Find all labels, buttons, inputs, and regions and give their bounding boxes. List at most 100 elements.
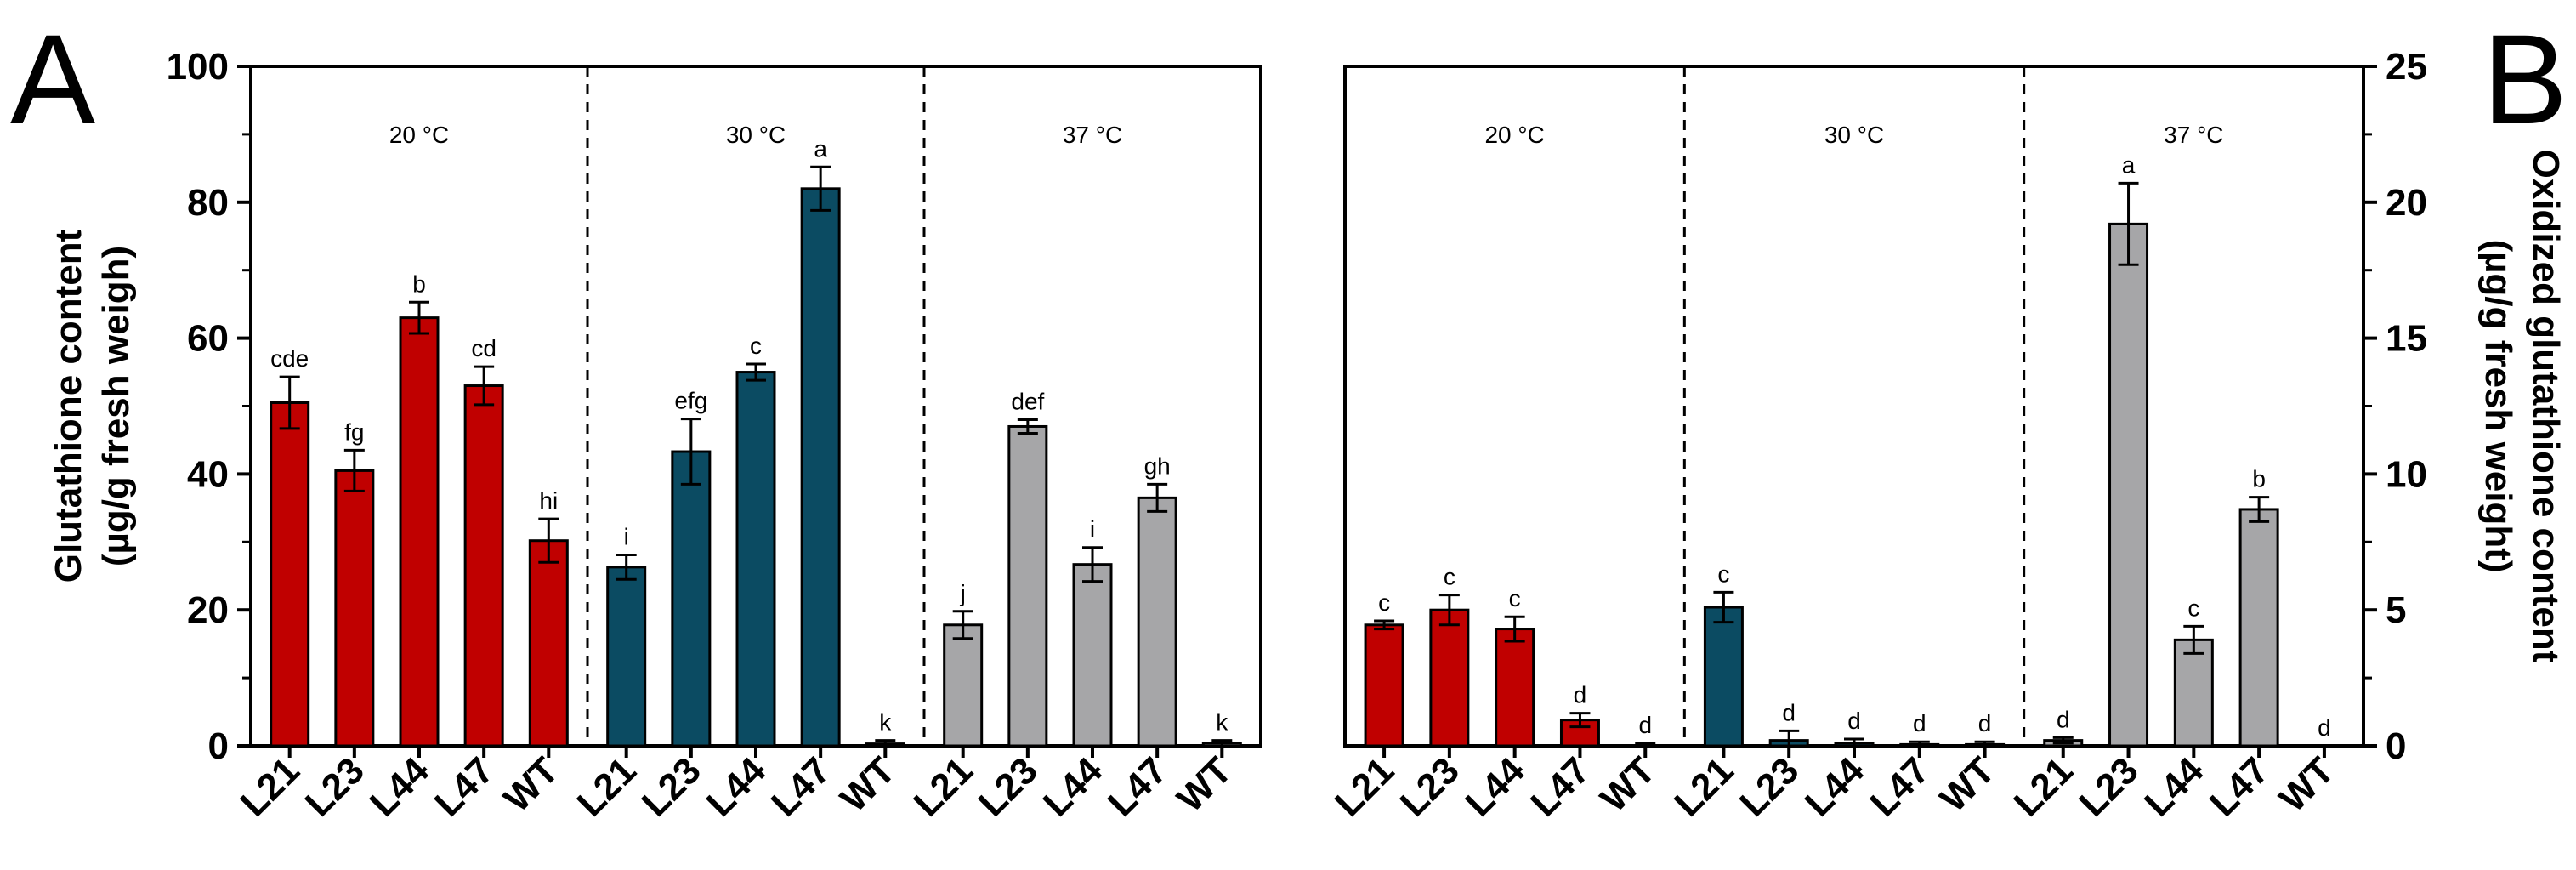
x-tick-label: WT bbox=[496, 749, 566, 820]
y-axis-title: Oxidized glutathione content(µg/g fresh … bbox=[2477, 150, 2567, 663]
bar-l44 bbox=[1495, 628, 1535, 748]
group-label: 20 °C bbox=[1484, 122, 1544, 148]
significance-letter: d bbox=[1638, 712, 1652, 738]
x-tick-label: L44 bbox=[362, 749, 438, 825]
x-tick-label: L23 bbox=[634, 749, 709, 824]
y-tick-label: 20 bbox=[2386, 182, 2427, 224]
panel-label-b: B bbox=[2482, 8, 2567, 151]
x-tick-label: L47 bbox=[1100, 749, 1175, 824]
y-axis-title-line1: Glutathione content bbox=[48, 229, 89, 583]
chart-panel-b: 0 5 10 15 20 25 Oxidized glutathione content(µ… bbox=[1327, 46, 2567, 825]
y-tick-label: 25 bbox=[2386, 46, 2427, 88]
panel-label-a: A bbox=[10, 8, 95, 151]
x-tick-label: L23 bbox=[1393, 749, 1467, 824]
significance-letter: d bbox=[1782, 699, 1796, 725]
y-tick-label: 0 bbox=[2386, 725, 2406, 767]
x-tick-label: L21 bbox=[905, 749, 980, 824]
bar-l47 bbox=[2238, 508, 2279, 748]
significance-letter: c bbox=[1717, 560, 1729, 587]
x-tick-label: L44 bbox=[2136, 749, 2212, 825]
x-tick-label: L23 bbox=[298, 749, 372, 824]
significance-letter: d bbox=[1978, 710, 1992, 736]
y-tick-label: 80 bbox=[187, 182, 229, 224]
group-label: 37 °C bbox=[1063, 122, 1122, 148]
x-tick-label: WT bbox=[2272, 749, 2342, 820]
significance-letter: c bbox=[1444, 564, 1455, 590]
y-tick-label: 20 bbox=[187, 589, 229, 631]
y-tick-label: 5 bbox=[2386, 589, 2406, 631]
bar-l21 bbox=[1703, 606, 1744, 748]
x-tick-label: L47 bbox=[763, 749, 838, 824]
y-tick-label: 60 bbox=[187, 318, 229, 360]
bar-l44 bbox=[735, 371, 776, 748]
significance-letter: d bbox=[1913, 710, 1926, 736]
significance-letter: cde bbox=[270, 345, 309, 372]
x-tick-label: L23 bbox=[1732, 749, 1807, 824]
x-tick-label: L23 bbox=[2071, 749, 2146, 824]
bar-l21 bbox=[1364, 623, 1404, 748]
x-tick-label: L44 bbox=[1457, 749, 1533, 825]
significance-letter: b bbox=[412, 270, 426, 297]
y-tick-label: 40 bbox=[187, 453, 229, 495]
x-tick-label: L47 bbox=[2202, 749, 2277, 824]
significance-letter: j bbox=[960, 580, 966, 606]
bar-l44 bbox=[2173, 638, 2214, 748]
bar-l21 bbox=[943, 623, 984, 748]
significance-letter: cd bbox=[471, 335, 496, 361]
y-tick-label: 0 bbox=[208, 725, 229, 767]
x-tick-label: L23 bbox=[971, 749, 1046, 824]
bar-l44 bbox=[399, 316, 440, 748]
significance-letter: c bbox=[1509, 585, 1521, 611]
chart-panel-a: 0 20 40 60 80 100 Glutathione content (µg/g fre… bbox=[48, 46, 1262, 825]
significance-letter: i bbox=[1090, 516, 1095, 543]
significance-letter: c bbox=[1378, 589, 1390, 616]
significance-letter: a bbox=[814, 135, 827, 162]
x-tick-label: L44 bbox=[1797, 749, 1873, 825]
significance-letter: a bbox=[2122, 151, 2136, 178]
bar-l23 bbox=[2108, 222, 2149, 748]
bar-l21 bbox=[606, 566, 647, 748]
x-tick-label: L21 bbox=[569, 749, 644, 824]
significance-letter: d bbox=[2318, 714, 2331, 741]
significance-letter: d bbox=[2057, 706, 2070, 732]
group-label: 37 °C bbox=[2164, 122, 2223, 148]
x-tick-label: L21 bbox=[2006, 749, 2081, 824]
significance-letter: b bbox=[2252, 466, 2266, 492]
x-tick-label: WT bbox=[832, 749, 903, 820]
significance-letter: fg bbox=[344, 418, 364, 445]
significance-letter: hi bbox=[539, 487, 558, 514]
group-label: 20 °C bbox=[389, 122, 449, 148]
bar-wt bbox=[528, 539, 569, 748]
significance-letter: k bbox=[1216, 709, 1228, 736]
significance-letter: def bbox=[1011, 388, 1044, 414]
bar-l23 bbox=[1429, 608, 1470, 748]
significance-letter: c bbox=[750, 333, 762, 359]
group-label: 30 °C bbox=[726, 122, 786, 148]
bar-l47 bbox=[463, 384, 504, 748]
x-tick-label: L47 bbox=[1523, 749, 1597, 824]
bar-l44 bbox=[1072, 563, 1113, 748]
x-tick-label: WT bbox=[1169, 749, 1240, 820]
x-tick-label: L47 bbox=[427, 749, 502, 824]
significance-letter: k bbox=[879, 709, 892, 736]
x-tick-label: L44 bbox=[699, 749, 775, 825]
bar-l47 bbox=[1137, 496, 1177, 748]
significance-letter: d bbox=[1847, 708, 1861, 734]
y-axis-title-line1: Oxidized glutathione content bbox=[2525, 150, 2567, 663]
y-axis-title: Glutathione content (µg/g fresh weigh) bbox=[48, 229, 137, 583]
significance-letter: gh bbox=[1144, 452, 1171, 479]
x-tick-label: WT bbox=[1592, 749, 1663, 820]
y-tick-label: 100 bbox=[167, 46, 229, 88]
bar-l23 bbox=[1007, 424, 1048, 748]
significance-letter: i bbox=[624, 523, 629, 549]
y-tick-label: 15 bbox=[2386, 318, 2427, 360]
x-tick-label: L44 bbox=[1036, 749, 1111, 825]
group-label: 30 °C bbox=[1824, 122, 1884, 148]
x-tick-label: L47 bbox=[1863, 749, 1938, 824]
x-tick-label: L21 bbox=[1327, 749, 1402, 824]
y-axis-title-line2: (µg/g fresh weight) bbox=[2477, 239, 2519, 572]
y-tick-label: 10 bbox=[2386, 453, 2427, 495]
x-tick-label: L21 bbox=[232, 749, 307, 824]
significance-letter: efg bbox=[674, 388, 707, 414]
